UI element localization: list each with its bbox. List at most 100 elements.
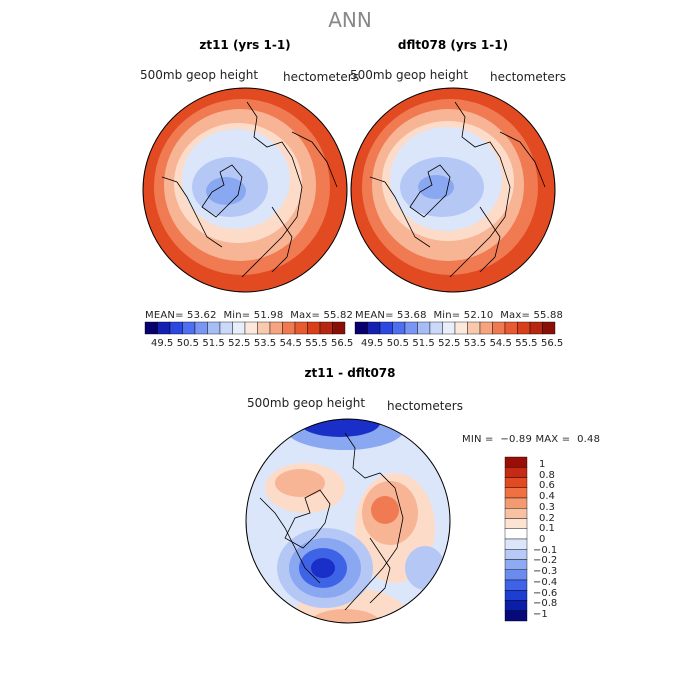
colorbar-difference-tick-label: 0.8 [539, 469, 555, 481]
colorbar-top-left-swatch [269, 321, 283, 335]
colorbar-top-right [354, 321, 556, 335]
colorbar-top-right-swatch [479, 321, 493, 335]
colorbar-top-left-swatch [332, 321, 346, 335]
colorbar-difference-tick-label: −0.8 [533, 598, 558, 610]
panel-1-stats: MEAN= 53.62 Min= 51.98 Max= 55.82 [145, 310, 354, 321]
colorbar-top-right-tick-label: 49.5 [361, 338, 384, 349]
colorbar-difference-tick-label: 1 [539, 459, 546, 470]
colorbar-difference-tick-label: 0.1 [539, 523, 555, 535]
colorbar-top-right-swatch [417, 321, 431, 335]
colorbar-top-right-labels: 49.5 50.5 51.5 52.5 53.5 54.5 55.5 56.5 [355, 338, 563, 350]
colorbar-difference-tick-label: −1 [533, 609, 548, 620]
colorbar-difference-swatch [504, 590, 528, 601]
colorbar-top-right-swatch [367, 321, 381, 335]
colorbar-top-left-swatch [182, 321, 196, 335]
colorbar-top-left-swatch [157, 321, 171, 335]
colorbar-top-right-swatch [354, 321, 368, 335]
colorbar-difference-swatch [504, 456, 528, 468]
colorbar-difference-swatch [504, 487, 528, 499]
panel-1-variable: 500mb geop height [140, 68, 259, 82]
colorbar-top-left-swatch [319, 321, 333, 335]
colorbar-top-right-tick-label: 56.5 [541, 338, 564, 349]
colorbar-top-right-tick-label: 54.5 [489, 338, 512, 349]
colorbar-top-left-swatch [232, 321, 246, 335]
colorbar-top-right-tick-label: 53.5 [463, 338, 487, 349]
colorbar-top-left [144, 321, 346, 335]
panel-2-title: dflt078 (yrs 1-1) [397, 38, 509, 52]
colorbar-top-right-swatch [442, 321, 456, 335]
colorbar-top-left-swatch [169, 321, 183, 335]
colorbar-difference-tick-label: −0.3 [533, 566, 558, 578]
colorbar-top-left-tick-label: 49.5 [151, 338, 174, 349]
colorbar-difference-swatch [504, 549, 528, 560]
colorbar-difference-tick-label: 0.6 [539, 480, 555, 492]
colorbar-difference-tick-label: 0.4 [539, 491, 555, 503]
colorbar-top-left-tick-label: 56.5 [331, 338, 354, 349]
colorbar-top-left-labels: 49.5 50.5 51.5 52.5 53.5 54.5 55.5 56.5 [145, 338, 353, 350]
colorbar-difference [504, 456, 528, 622]
panel-1-units: hectometers [283, 70, 359, 84]
colorbar-difference-tick-label: −0.2 [533, 555, 558, 567]
colorbar-difference-tick-label: 0.2 [539, 512, 555, 524]
colorbar-top-right-tick-label: 51.5 [412, 338, 435, 349]
colorbar-top-right-tick-label: 55.5 [515, 338, 538, 349]
colorbar-difference-swatch [504, 467, 528, 478]
colorbar-difference-tick-label: −0.4 [533, 576, 558, 588]
colorbar-difference-swatch [504, 610, 528, 622]
colorbar-difference-swatch [504, 600, 528, 611]
colorbar-difference-tick-label: 0 [539, 534, 546, 545]
panel-2-variable: 500mb geop height [350, 68, 469, 82]
colorbar-difference-labels: 1 0.8 0.6 0.4 0.3 0.2 0.1 0 −0.1 −0.2 −0.3 −0.4 −0.6… [533, 457, 597, 621]
colorbar-top-right-tick-label: 50.5 [386, 338, 409, 349]
colorbar-top-left-tick-label: 51.5 [202, 338, 225, 349]
colorbar-top-left-swatch [294, 321, 308, 335]
panel-3-polar-map [245, 418, 451, 624]
colorbar-difference-swatch [504, 528, 528, 540]
colorbar-top-right-swatch [404, 321, 418, 335]
colorbar-top-right-swatch [379, 321, 393, 335]
colorbar-top-right-swatch [454, 321, 468, 335]
colorbar-top-left-swatch [207, 321, 221, 335]
figure-title: ANN [328, 8, 372, 32]
colorbar-top-right-swatch [542, 321, 556, 335]
colorbar-difference-swatch [504, 559, 528, 570]
colorbar-top-left-swatch [219, 321, 233, 335]
panel-3-variable: 500mb geop height [247, 396, 366, 410]
colorbar-top-left-tick-label: 54.5 [279, 338, 302, 349]
colorbar-top-right-swatch [492, 321, 506, 335]
colorbar-top-left-tick-label: 55.5 [305, 338, 328, 349]
colorbar-difference-tick-label: −0.6 [533, 587, 558, 599]
panel-3-stats: MIN = −0.89 MAX = 0.48 [462, 434, 601, 445]
colorbar-difference-swatch [504, 518, 528, 529]
colorbar-difference-swatch [504, 477, 528, 488]
panel-1-polar-map [142, 87, 348, 293]
colorbar-top-right-swatch [392, 321, 406, 335]
colorbar-top-left-swatch [257, 321, 271, 335]
colorbar-top-left-swatch [282, 321, 296, 335]
colorbar-top-left-swatch [307, 321, 321, 335]
colorbar-difference-swatch [504, 569, 528, 581]
panel-2-units: hectometers [490, 70, 566, 84]
panel-2-polar-map [350, 87, 556, 293]
panel-1-title: zt11 (yrs 1-1) [199, 38, 291, 52]
colorbar-difference-tick-label: 0.3 [539, 501, 555, 513]
colorbar-top-right-swatch [429, 321, 443, 335]
colorbar-difference-swatch [504, 497, 528, 509]
panel-3-title: zt11 - dflt078 [304, 366, 396, 380]
colorbar-top-left-tick-label: 52.5 [228, 338, 251, 349]
colorbar-top-right-swatch [529, 321, 543, 335]
colorbar-top-left-swatch [244, 321, 258, 335]
colorbar-top-left-tick-label: 50.5 [176, 338, 199, 349]
colorbar-difference-swatch [504, 508, 528, 519]
colorbar-top-right-tick-label: 52.5 [438, 338, 461, 349]
colorbar-top-right-swatch [504, 321, 518, 335]
colorbar-difference-tick-label: −0.1 [533, 544, 558, 556]
colorbar-difference-swatch [504, 579, 528, 591]
colorbar-top-right-swatch [467, 321, 481, 335]
colorbar-top-right-swatch [517, 321, 531, 335]
colorbar-difference-swatch [504, 538, 528, 550]
panel-2-stats: MEAN= 53.68 Min= 52.10 Max= 55.88 [355, 310, 564, 321]
colorbar-top-left-tick-label: 53.5 [253, 338, 277, 349]
colorbar-top-left-swatch [144, 321, 158, 335]
panel-3-units: hectometers [387, 399, 463, 413]
